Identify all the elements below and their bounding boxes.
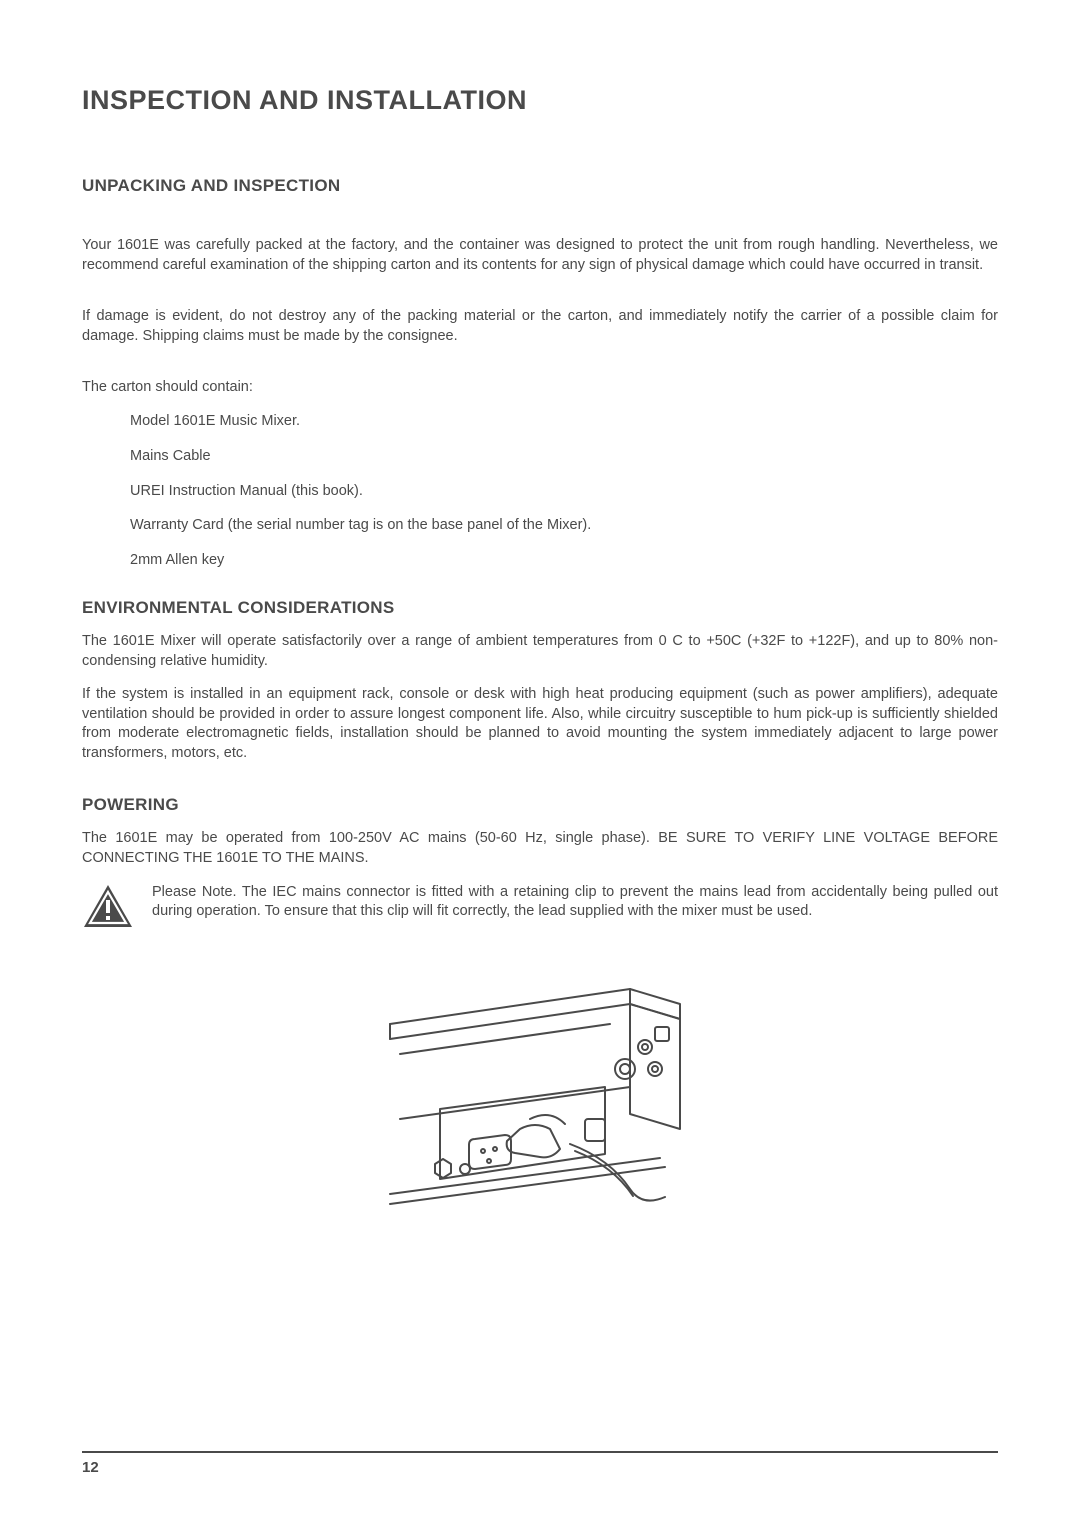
list-item: Warranty Card (the serial number tag is … <box>130 516 998 535</box>
page-footer: 12 <box>82 1451 998 1476</box>
section-heading-powering: POWERING <box>82 795 998 815</box>
document-page: INSPECTION AND INSTALLATION UNPACKING AN… <box>0 0 1080 1528</box>
carton-contents-list: Model 1601E Music Mixer. Mains Cable URE… <box>82 412 998 570</box>
warning-note-text: Please Note. The IEC mains connector is … <box>152 883 998 922</box>
list-item: 2mm Allen key <box>130 551 998 570</box>
list-item: Model 1601E Music Mixer. <box>130 412 998 431</box>
section-heading-unpacking: UNPACKING AND INSPECTION <box>82 176 998 196</box>
paragraph: If the system is installed in an equipme… <box>82 685 998 763</box>
paragraph: The 1601E may be operated from 100-250V … <box>82 829 998 868</box>
paragraph: The 1601E Mixer will operate satisfactor… <box>82 632 998 671</box>
paragraph: Your 1601E was carefully packed at the f… <box>82 236 998 275</box>
page-title: INSPECTION AND INSTALLATION <box>82 85 998 116</box>
connector-figure <box>82 969 998 1209</box>
section-heading-environmental: ENVIRONMENTAL CONSIDERATIONS <box>82 598 998 618</box>
warning-triangle-icon <box>82 883 134 929</box>
paragraph: The carton should contain: <box>82 378 998 398</box>
warning-note: Please Note. The IEC mains connector is … <box>82 883 998 929</box>
paragraph: If damage is evident, do not destroy any… <box>82 307 998 346</box>
page-number: 12 <box>82 1459 99 1476</box>
list-item: UREI Instruction Manual (this book). <box>130 482 998 501</box>
list-item: Mains Cable <box>130 447 998 466</box>
